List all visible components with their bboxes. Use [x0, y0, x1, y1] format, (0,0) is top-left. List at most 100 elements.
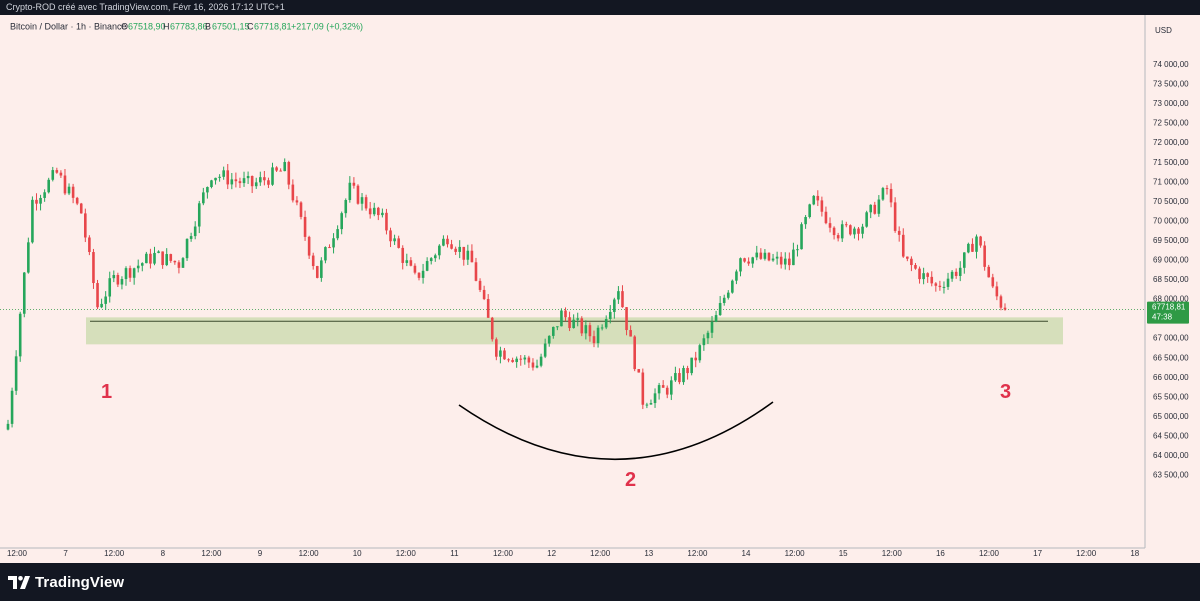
candle-down[interactable] [779, 256, 783, 265]
candle-up[interactable] [381, 212, 384, 216]
candle-down[interactable] [377, 207, 380, 216]
candle-up[interactable] [421, 270, 425, 278]
candle-up[interactable] [112, 274, 116, 279]
candle-up[interactable] [771, 258, 775, 261]
candle-up[interactable] [958, 267, 962, 276]
candle-up[interactable] [222, 170, 225, 177]
candle-down[interactable] [987, 266, 991, 278]
candle-up[interactable] [539, 356, 543, 366]
candle-up[interactable] [812, 195, 816, 205]
candle-down[interactable] [914, 265, 917, 269]
candle-up[interactable] [206, 187, 209, 193]
candle-up[interactable] [950, 271, 954, 279]
candle-up[interactable] [853, 228, 856, 235]
candle-down[interactable] [389, 230, 392, 242]
candle-down[interactable] [59, 172, 63, 176]
candle-down[interactable] [983, 245, 986, 267]
candle-up[interactable] [320, 260, 323, 278]
candle-up[interactable] [942, 286, 946, 288]
candle-down[interactable] [588, 325, 592, 337]
candle-down[interactable] [173, 260, 177, 263]
candle-down[interactable] [568, 317, 571, 329]
candle-down[interactable] [934, 283, 938, 286]
candle-down[interactable] [747, 261, 750, 264]
candle-down[interactable] [291, 184, 295, 201]
candle-down[interactable] [79, 203, 83, 214]
candle-up[interactable] [218, 176, 221, 178]
candle-down[interactable] [767, 252, 771, 261]
candle-up[interactable] [108, 278, 112, 297]
candle-up[interactable] [124, 268, 128, 280]
candle-up[interactable] [433, 255, 437, 259]
candle-down[interactable] [995, 286, 999, 297]
candle-up[interactable] [556, 326, 559, 328]
candle-down[interactable] [938, 285, 942, 288]
candle-down[interactable] [307, 236, 311, 256]
candle-up[interactable] [710, 321, 714, 333]
candle-down[interactable] [503, 350, 506, 360]
candle-down[interactable] [96, 283, 99, 308]
candle-up[interactable] [946, 278, 950, 287]
candle-up[interactable] [372, 207, 376, 215]
candle-down[interactable] [999, 296, 1003, 308]
candle-up[interactable] [348, 182, 352, 201]
candle-up[interactable] [153, 252, 156, 264]
candle-up[interactable] [608, 311, 612, 320]
rounded-bottom-arc[interactable] [458, 401, 774, 461]
candle-down[interactable] [328, 247, 331, 249]
candle-down[interactable] [820, 200, 824, 212]
candle-down[interactable] [490, 317, 494, 340]
candle-down[interactable] [279, 170, 282, 172]
candle-down[interactable] [401, 247, 405, 263]
candle-down[interactable] [495, 339, 498, 357]
candle-down[interactable] [446, 238, 449, 245]
candle-up[interactable] [755, 252, 759, 258]
candle-up[interactable] [751, 257, 754, 264]
candle-up[interactable] [690, 357, 693, 374]
candle-up[interactable] [189, 236, 193, 239]
candle-down[interactable] [287, 162, 291, 185]
candle-down[interactable] [788, 258, 791, 266]
candle-up[interactable] [922, 273, 925, 280]
candle-up[interactable] [865, 212, 868, 227]
candle-down[interactable] [409, 260, 413, 266]
candle-up[interactable] [535, 365, 539, 368]
candle-up[interactable] [523, 357, 527, 360]
candle-up[interactable] [731, 280, 734, 293]
time-axis[interactable]: 12:00 7 12:00 8 12:00 9 12:00 10 12:00 11 12:00 12 1… [7, 549, 1140, 558]
candle-up[interactable] [43, 192, 46, 198]
candle-up[interactable] [861, 226, 864, 234]
candle-down[interactable] [979, 236, 982, 246]
candle-up[interactable] [438, 245, 441, 256]
candle-up[interactable] [27, 242, 30, 273]
candle-down[interactable] [88, 237, 91, 253]
candle-up[interactable] [214, 177, 217, 181]
candle-down[interactable] [263, 177, 266, 181]
candle-down[interactable] [885, 188, 889, 190]
candle-down[interactable] [629, 330, 632, 337]
candle-up[interactable] [796, 249, 799, 251]
candle-up[interactable] [332, 238, 335, 248]
marker-3[interactable]: 3 [1000, 381, 1011, 403]
candle-up[interactable] [259, 177, 262, 183]
candle-down[interactable] [295, 200, 299, 203]
candle-up[interactable] [283, 162, 287, 172]
candle-down[interactable] [397, 238, 400, 248]
candle-down[interactable] [417, 272, 421, 278]
candle-down[interactable] [356, 185, 360, 204]
symbol-label[interactable]: Bitcoin / Dollar · 1h · Binance [10, 22, 127, 32]
candle-down[interactable] [873, 204, 877, 214]
candle-down[interactable] [63, 175, 67, 194]
candle-down[interactable] [686, 368, 689, 374]
candle-down[interactable] [161, 251, 164, 266]
candle-up[interactable] [254, 182, 258, 187]
candle-down[interactable] [368, 208, 372, 215]
candle-up[interactable] [165, 254, 169, 266]
marker-2[interactable]: 2 [625, 469, 636, 491]
candle-down[interactable] [824, 211, 828, 224]
candle-down[interactable] [844, 224, 848, 226]
candle-up[interactable] [185, 238, 189, 259]
candle-down[interactable] [527, 357, 531, 363]
candle-up[interactable] [840, 224, 844, 239]
candle-up[interactable] [14, 356, 18, 391]
